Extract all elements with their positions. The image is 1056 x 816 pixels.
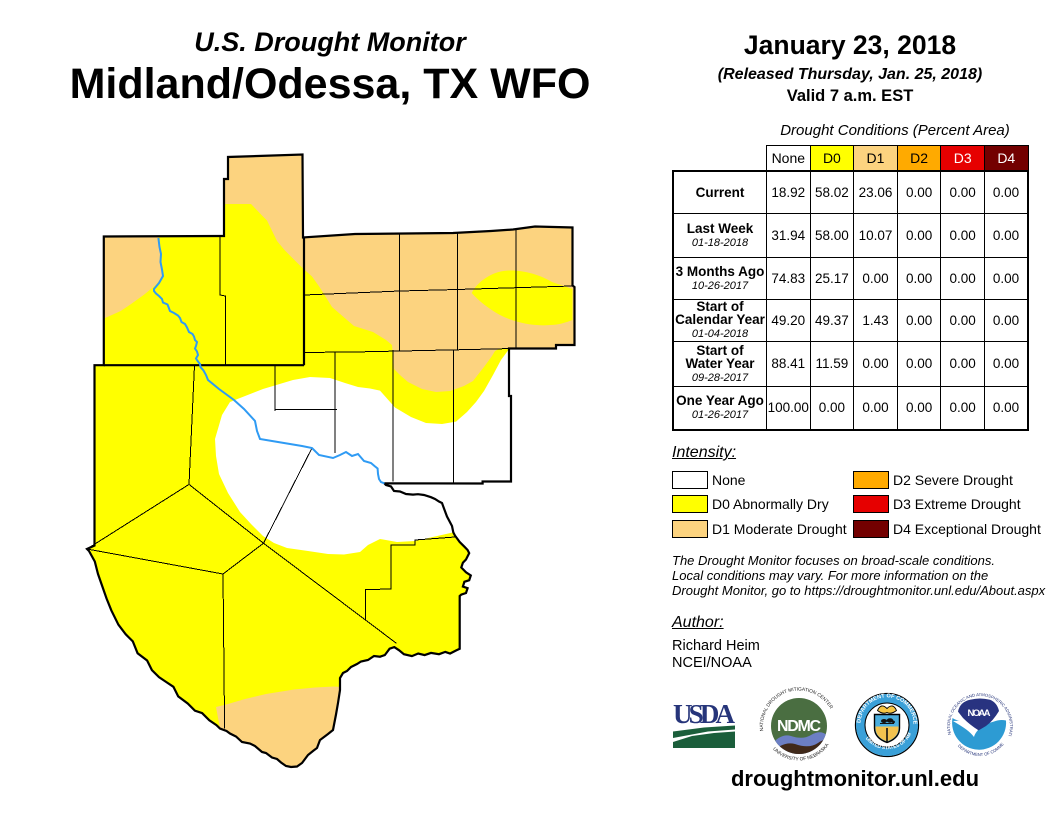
svg-text:NOAA: NOAA	[968, 708, 991, 719]
svg-text:NDMC: NDMC	[777, 718, 821, 735]
svg-text:USDA: USDA	[673, 699, 736, 729]
